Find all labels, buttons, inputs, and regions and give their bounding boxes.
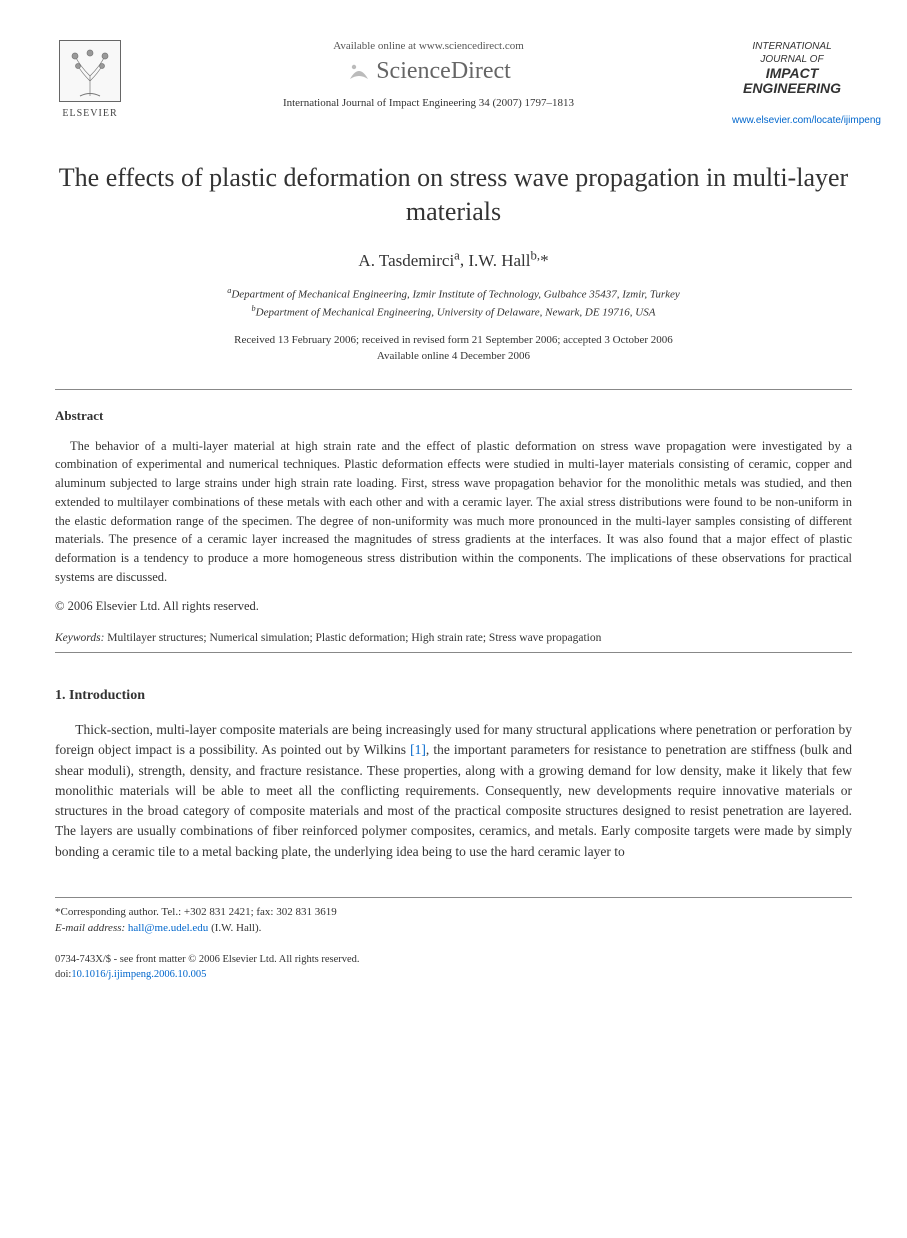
elsevier-label: ELSEVIER [55,108,125,119]
keywords-line: Keywords: Multilayer structures; Numeric… [55,632,852,644]
bottom-metadata: 0734-743X/$ - see front matter © 2006 El… [55,953,852,982]
sciencedirect-logo: ScienceDirect [125,58,732,85]
affiliations-block: aDepartment of Mechanical Engineering, I… [55,285,852,321]
abstract-copyright: © 2006 Elsevier Ltd. All rights reserved… [55,599,852,614]
affiliation-a: aDepartment of Mechanical Engineering, I… [55,285,852,303]
journal-reference: International Journal of Impact Engineer… [125,97,732,109]
abstract-body: The behavior of a multi-layer material a… [55,437,852,587]
journal-homepage-link[interactable]: www.elsevier.com/locate/ijimpeng [732,115,852,126]
footnotes-block: *Corresponding author. Tel.: +302 831 24… [55,897,852,937]
corresponding-email-link[interactable]: hall@me.udel.edu [128,922,208,934]
affiliation-b-text: Department of Mechanical Engineering, Un… [256,307,656,319]
article-title: The effects of plastic deformation on st… [55,161,852,229]
author-2-corresponding: I.W. Hallb,* [468,251,548,270]
email-label: E-mail address: [55,922,125,934]
sciencedirect-swoosh-icon [346,59,372,85]
doi-link[interactable]: 10.1016/j.ijimpeng.2006.10.005 [71,969,206,980]
doi-line: doi:10.1016/j.ijimpeng.2006.10.005 [55,968,852,983]
author-1: A. Tasdemircia [358,251,459,270]
section-1-heading: 1. Introduction [55,688,852,704]
dates-online: Available online 4 December 2006 [55,349,852,364]
available-online-text: Available online at www.sciencedirect.co… [125,40,732,52]
email-line: E-mail address: hall@me.udel.edu (I.W. H… [55,920,852,937]
separator-rule-2 [55,652,852,653]
affiliation-a-text: Department of Mechanical Engineering, Iz… [231,289,679,301]
authors-line: A. Tasdemircia, I.W. Hallb,* [55,248,852,271]
section-1-paragraph-1: Thick-section, multi-layer composite mat… [55,720,852,862]
journal-cover-block: INTERNATIONAL JOURNAL OF IMPACT ENGINEER… [732,40,852,126]
cover-line1: INTERNATIONAL [732,40,852,53]
keywords-label: Keywords: [55,632,104,644]
affiliation-b: bDepartment of Mechanical Engineering, U… [55,303,852,321]
issn-copyright-line: 0734-743X/$ - see front matter © 2006 El… [55,953,852,968]
abstract-heading: Abstract [55,408,852,424]
header-center: Available online at www.sciencedirect.co… [125,40,732,109]
page-header: ELSEVIER Available online at www.science… [55,40,852,126]
email-author-name: (I.W. Hall). [211,922,261,934]
article-dates: Received 13 February 2006; received in r… [55,333,852,364]
keywords-list: Multilayer structures; Numerical simulat… [107,632,601,644]
citation-ref-1[interactable]: [1] [410,742,426,757]
sciencedirect-text: ScienceDirect [376,58,511,84]
dates-received: Received 13 February 2006; received in r… [55,333,852,348]
cover-title2: ENGINEERING [732,81,852,96]
para1-part2: , the important parameters for resistanc… [55,742,852,858]
cover-title1: IMPACT [732,66,852,81]
elsevier-logo-block: ELSEVIER [55,40,125,119]
corresponding-author-note: *Corresponding author. Tel.: +302 831 24… [55,904,852,921]
elsevier-tree-icon [59,40,121,102]
separator-rule [55,389,852,390]
doi-label: doi: [55,969,71,980]
